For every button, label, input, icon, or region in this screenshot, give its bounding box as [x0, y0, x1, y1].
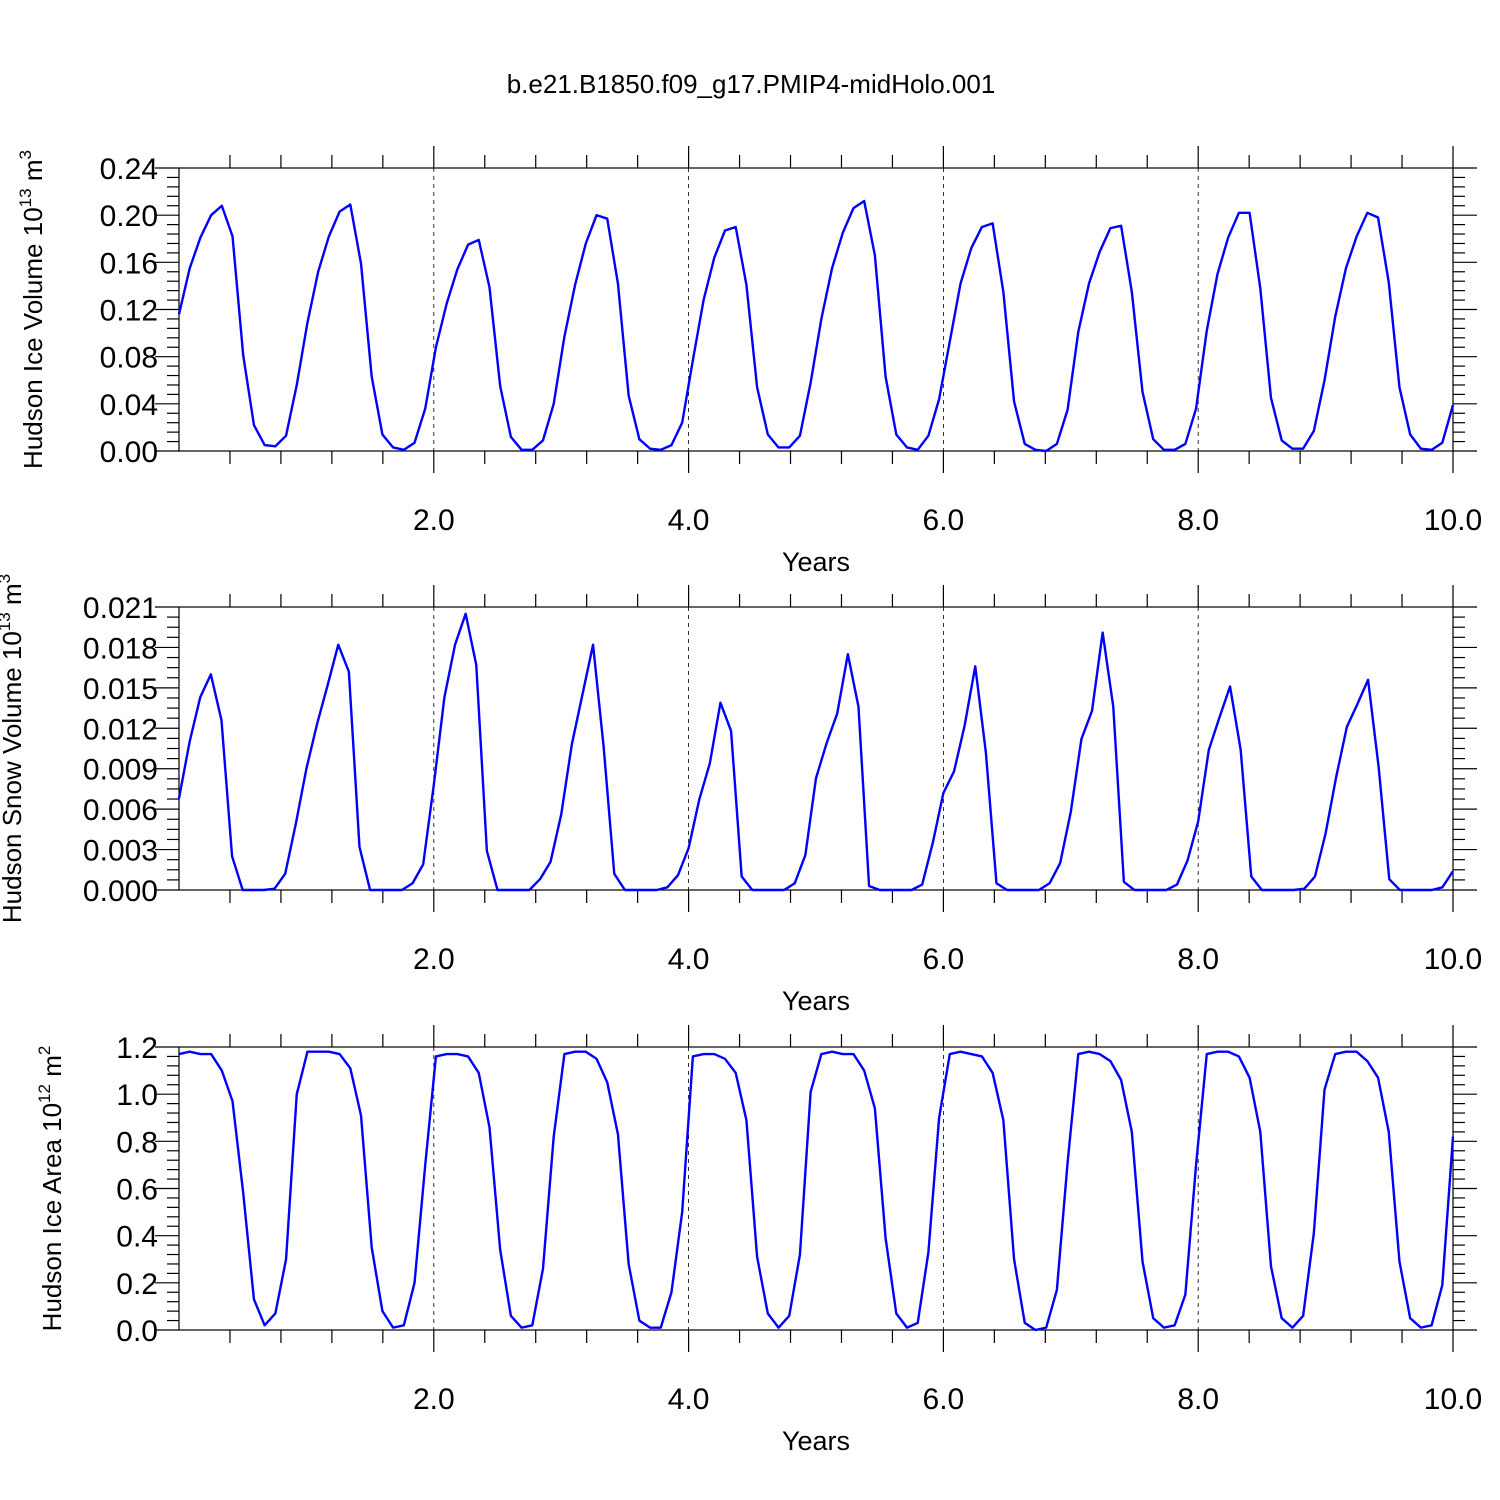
tick-marks — [155, 146, 1477, 473]
vertical-gridlines — [433, 607, 1199, 890]
tick-marks — [155, 585, 1477, 912]
tick-marks — [155, 1025, 1477, 1352]
panel-ice-volume: 0.00 0.04 0.08 0.12 0.16 0.20 0.24 2.0 4.0 6.0 8.… — [16, 146, 1482, 577]
x-tick-labels: 2.0 4.0 6.0 8.0 10.0 — [413, 1383, 1482, 1416]
x-tick-label: 6.0 — [923, 943, 965, 976]
y-tick-label: 0.08 — [100, 342, 158, 375]
y-tick-label: 0.8 — [116, 1126, 158, 1159]
x-tick-label: 6.0 — [923, 504, 965, 537]
x-tick-labels: 2.0 4.0 6.0 8.0 10.0 — [413, 504, 1482, 537]
x-tick-label: 10.0 — [1424, 504, 1482, 537]
y-tick-label: 0.4 — [116, 1221, 158, 1254]
y-tick-label: 0.16 — [100, 247, 158, 280]
y-tick-label: 0.012 — [83, 713, 158, 746]
figure-title: b.e21.B1850.f09_g17.PMIP4-midHolo.001 — [507, 69, 996, 99]
y-tick-labels: 0.000 0.003 0.006 0.009 0.012 0.015 0.018 0.021 — [83, 592, 158, 908]
x-tick-label: 4.0 — [668, 1383, 710, 1416]
x-tick-label: 2.0 — [413, 1383, 455, 1416]
vertical-gridlines — [433, 168, 1199, 451]
y-tick-label: 0.021 — [83, 592, 158, 625]
y-axis-label: Hudson Ice Area 1012 m2 — [35, 1046, 67, 1332]
y-tick-label: 0.006 — [83, 794, 158, 827]
y-tick-label: 0.2 — [116, 1268, 158, 1301]
y-tick-label: 1.2 — [116, 1032, 158, 1065]
x-tick-label: 4.0 — [668, 943, 710, 976]
x-tick-label: 2.0 — [413, 504, 455, 537]
x-tick-label: 10.0 — [1424, 943, 1482, 976]
y-tick-label: 0.009 — [83, 754, 158, 787]
y-tick-label: 0.6 — [116, 1174, 158, 1207]
series-line — [178, 1050, 1455, 1332]
x-tick-label: 2.0 — [413, 943, 455, 976]
x-tick-label: 10.0 — [1424, 1383, 1482, 1416]
x-axis-label: Years — [782, 547, 850, 577]
y-tick-label: 0.015 — [83, 673, 158, 706]
plot-frame — [178, 1046, 1454, 1331]
x-axis-label: Years — [782, 986, 850, 1016]
y-tick-label: 0.20 — [100, 200, 158, 233]
y-axis-label: Hudson Ice Volume 1013 m3 — [16, 150, 48, 469]
x-tick-label: 6.0 — [923, 1383, 965, 1416]
y-tick-label: 0.24 — [100, 153, 158, 186]
x-tick-label: 8.0 — [1177, 943, 1219, 976]
x-tick-label: 8.0 — [1177, 1383, 1219, 1416]
y-tick-label: 0.00 — [100, 436, 158, 469]
y-axis-label: Hudson Snow Volume 1013 m3 — [0, 574, 27, 923]
y-tick-label: 0.000 — [83, 875, 158, 908]
series-line — [177, 612, 1455, 892]
x-axis-label: Years — [782, 1426, 850, 1456]
y-tick-label: 0.018 — [83, 632, 158, 665]
plot-frame — [178, 606, 1454, 891]
series-line — [177, 199, 1455, 453]
panel-ice-area: 0.0 0.2 0.4 0.6 0.8 1.0 1.2 2.0 4.0 6.0 8.0 10.0 H… — [35, 1025, 1482, 1456]
y-tick-labels: 0.00 0.04 0.08 0.12 0.16 0.20 0.24 — [100, 153, 158, 469]
y-tick-labels: 0.0 0.2 0.4 0.6 0.8 1.0 1.2 — [116, 1032, 158, 1348]
y-tick-label: 0.04 — [100, 389, 158, 422]
x-tick-label: 4.0 — [668, 504, 710, 537]
vertical-gridlines — [433, 1047, 1199, 1330]
y-tick-label: 0.003 — [83, 835, 158, 868]
x-tick-labels: 2.0 4.0 6.0 8.0 10.0 — [413, 943, 1482, 976]
x-tick-label: 8.0 — [1177, 504, 1219, 537]
panel-snow-volume: 0.000 0.003 0.006 0.009 0.012 0.015 0.018 0.021… — [0, 574, 1482, 1016]
y-tick-label: 1.0 — [116, 1079, 158, 1112]
y-tick-label: 0.0 — [116, 1315, 158, 1348]
y-tick-label: 0.12 — [100, 295, 158, 328]
